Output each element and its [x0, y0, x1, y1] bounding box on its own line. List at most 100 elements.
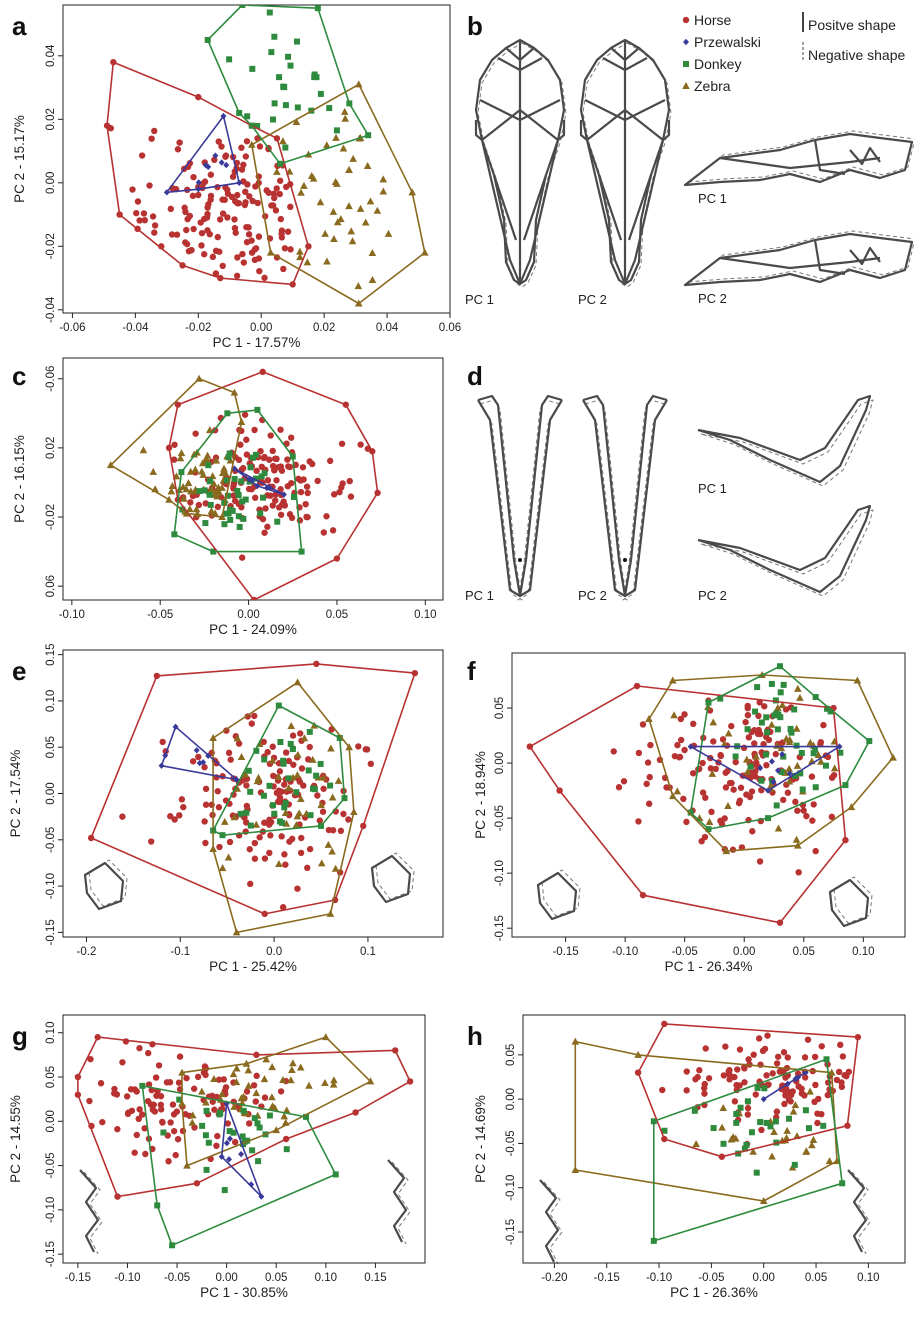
data-point-zebra: [244, 1066, 253, 1074]
data-point-donkey: [285, 53, 292, 60]
data-point-horse: [781, 1100, 788, 1108]
data-point-horse: [285, 757, 292, 765]
data-point-horse: [195, 191, 202, 199]
data-point-horse: [260, 738, 267, 746]
data-point-zebra: [329, 207, 338, 215]
plot-frame: [62, 1014, 426, 1264]
data-point-zebra: [218, 1090, 226, 1098]
data-point-horse: [247, 880, 254, 888]
y-axis-title: PC 2 - 14.69%: [473, 1095, 488, 1183]
data-point-zebra: [208, 472, 217, 480]
data-point-horse: [214, 788, 221, 795]
x-tick-label: -0.04: [122, 322, 149, 334]
data-point-donkey: [239, 5, 246, 8]
plot-area: [526, 663, 897, 926]
data-point-donkey: [276, 818, 283, 825]
data-point-donkey: [772, 697, 779, 704]
data-point-horse: [303, 483, 311, 490]
data-point-donkey: [732, 753, 739, 760]
data-point-donkey: [245, 767, 252, 774]
data-point-horse: [146, 182, 153, 189]
data-point-zebra: [268, 1102, 277, 1110]
data-point-horse: [201, 215, 208, 223]
data-point-przewalski: [775, 767, 782, 774]
data-point-donkey: [223, 477, 230, 484]
data-point-horse: [740, 744, 748, 752]
hull-horse: [90, 663, 416, 915]
data-point-zebra: [218, 483, 226, 491]
data-point-zebra: [186, 467, 195, 475]
hull-przewalski: [689, 745, 841, 792]
inner-line-r: [522, 174, 548, 241]
data-point-horse: [151, 222, 159, 229]
x-tick-label: -0.15: [594, 1272, 620, 1284]
data-point-horse: [241, 201, 249, 209]
data-point-horse: [209, 253, 217, 261]
crest-line: [505, 47, 535, 62]
skull-top-pc2: [579, 38, 672, 288]
plot-frame: [511, 652, 906, 938]
data-point-horse: [719, 736, 727, 743]
x-tick-label: -0.05: [147, 609, 173, 621]
points-donkey: [650, 1056, 846, 1244]
data-point-donkey: [254, 122, 261, 129]
data-point-horse: [663, 784, 670, 791]
y-tick-label: -0.05: [45, 1152, 57, 1178]
data-point-horse: [246, 846, 253, 853]
data-point-horse: [87, 1055, 94, 1063]
data-point-horse: [269, 743, 276, 750]
data-point-horse: [320, 785, 327, 792]
data-point-zebra: [244, 1081, 253, 1089]
data-point-horse: [818, 1043, 825, 1050]
data-point-horse: [780, 796, 787, 804]
data-point-zebra: [287, 722, 296, 730]
data-point-donkey: [235, 492, 242, 499]
data-point-horse: [157, 1106, 165, 1113]
y-tick-label: 0.05: [494, 697, 506, 719]
data-point-horse: [803, 812, 810, 820]
legend-marker-przewalski: [683, 38, 689, 46]
data-point-horse: [201, 818, 208, 825]
data-point-zebra: [774, 703, 782, 711]
data-point-zebra: [273, 167, 281, 175]
data-point-horse: [243, 451, 251, 458]
data-point-donkey: [223, 510, 230, 517]
data-point-horse: [255, 255, 263, 262]
data-point-zebra: [345, 202, 353, 210]
data-point-zebra: [176, 454, 185, 462]
data-point-donkey: [747, 763, 754, 770]
data-point-donkey: [266, 9, 273, 16]
data-point-horse: [811, 1053, 819, 1061]
orbit-line: [584, 99, 666, 122]
data-point-horse: [184, 215, 191, 223]
data-point-horse: [250, 1082, 258, 1089]
data-point-przewalski: [202, 162, 209, 169]
data-point-zebra: [777, 744, 786, 752]
data-point-horse: [201, 251, 208, 258]
data-point-horse: [133, 1088, 140, 1095]
data-point-horse: [113, 1091, 121, 1098]
data-point-horse: [726, 1071, 733, 1078]
x-tick-label: 0.10: [852, 946, 874, 958]
data-point-donkey: [768, 680, 775, 687]
data-point-zebra: [274, 773, 283, 781]
data-point-horse: [314, 477, 321, 485]
data-point-horse: [194, 1073, 202, 1081]
data-point-donkey: [247, 464, 254, 471]
data-point-donkey: [744, 1098, 751, 1105]
data-point-horse: [828, 774, 836, 781]
data-point-przewalski: [248, 1181, 255, 1188]
data-point-zebra: [252, 1089, 261, 1097]
x-tick-label: 0.02: [313, 322, 335, 334]
panel-letter: e: [12, 656, 26, 686]
data-point-horse: [243, 436, 250, 443]
data-point-horse: [171, 441, 178, 448]
data-point-horse: [677, 736, 685, 744]
data-point-horse: [201, 764, 208, 771]
data-point-horse: [242, 153, 250, 160]
data-point-zebra: [292, 117, 301, 125]
data-point-zebra: [260, 1075, 269, 1083]
data-point-zebra: [284, 784, 293, 792]
data-point-zebra: [330, 235, 338, 243]
points-horse: [74, 1033, 414, 1200]
